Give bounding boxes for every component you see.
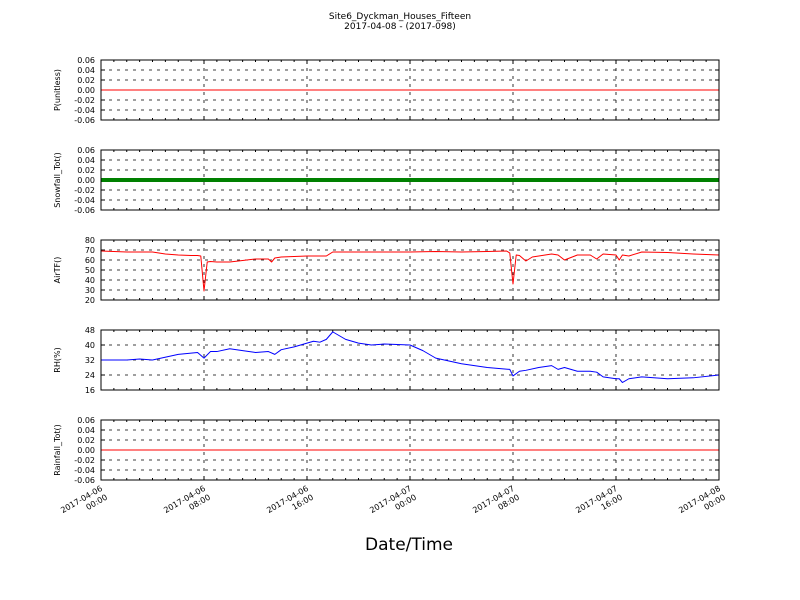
y-tick-label: -0.02 <box>74 186 95 195</box>
y-tick-label: 0.00 <box>77 86 95 95</box>
chart-title: Site6_Dyckman_Houses_Fifteen <box>329 12 471 22</box>
y-tick-label: 24 <box>85 371 95 380</box>
y-tick-label: 0.06 <box>77 416 95 425</box>
y-tick-label: -0.06 <box>74 116 95 125</box>
y-tick-label: 0.04 <box>77 66 95 75</box>
y-tick-label: 0.02 <box>77 436 95 445</box>
y-tick-label: -0.02 <box>74 456 95 465</box>
y-tick-label: 0.02 <box>77 76 95 85</box>
y-tick-label: 0.04 <box>77 156 95 165</box>
chart-subtitle: 2017-04-08 - (2017-098) <box>344 22 456 32</box>
x-tick-labels: 2017-04-0600:00 2017-04-0608:00 2017-04-06… <box>59 484 727 524</box>
y-axis-label: Snowfall_Tot() <box>53 152 62 208</box>
x-tick-label: 2017-04-0708:00 <box>471 484 521 524</box>
y-tick-label: -0.06 <box>74 206 95 215</box>
axes-frame <box>100 329 720 391</box>
y-axis-label: Rainfall_Tot() <box>53 424 62 476</box>
y-tick-label: 50 <box>85 266 95 275</box>
axes-frame <box>100 149 720 211</box>
y-tick-label: 30 <box>85 286 95 295</box>
x-tick-label: 2017-04-0716:00 <box>574 484 624 524</box>
y-tick-label: -0.04 <box>74 196 95 205</box>
y-tick-label: 40 <box>85 341 95 350</box>
y-tick-label: 0.00 <box>77 446 95 455</box>
x-tick-label: 2017-04-0600:00 <box>59 484 109 524</box>
y-tick-label: 16 <box>85 386 95 395</box>
panels: 0.060.040.020.00-0.02-0.04-0.06P(unitles… <box>53 56 720 485</box>
axes-frame <box>100 239 720 301</box>
y-tick-label: -0.02 <box>74 96 95 105</box>
x-axis-label: Date/Time <box>365 535 453 555</box>
panel-4: 48 40 32 24 16 RH(%) <box>53 326 720 395</box>
x-tick-label: 2017-04-0616:00 <box>265 484 315 524</box>
y-axis-label: AirTF() <box>53 257 62 284</box>
y-tick-label: 0.06 <box>77 146 95 155</box>
x-tick-label: 2017-04-0700:00 <box>368 484 418 524</box>
y-tick-label: 32 <box>85 356 95 365</box>
y-tick-label: 80 <box>85 236 95 245</box>
y-tick-label: 40 <box>85 276 95 285</box>
y-tick-label: -0.04 <box>74 466 95 475</box>
axes-frame <box>100 419 720 481</box>
panel-1: 0.060.040.020.00-0.02-0.04-0.06 P(unitles… <box>53 56 720 125</box>
panel-5: 0.060.040.020.00-0.02-0.04-0.06 Rainfall_… <box>53 416 720 485</box>
y-tick-label: 48 <box>85 326 95 335</box>
y-tick-label: 70 <box>85 246 95 255</box>
y-tick-label: 60 <box>85 256 95 265</box>
panel-2: 0.060.040.020.00-0.02-0.04-0.06 Snowfall_… <box>53 146 720 215</box>
y-tick-label: -0.06 <box>74 476 95 485</box>
x-tick-label: 2017-04-0800:00 <box>677 484 727 524</box>
y-tick-label: 0.04 <box>77 426 95 435</box>
y-tick-label: 20 <box>85 296 95 305</box>
y-tick-label: 0.02 <box>77 166 95 175</box>
y-tick-label: 0.00 <box>77 176 95 185</box>
y-axis-label: RH(%) <box>53 347 62 372</box>
y-tick-label: -0.04 <box>74 106 95 115</box>
axes-frame <box>100 59 720 121</box>
series-line <box>100 250 720 292</box>
x-tick-label: 2017-04-0608:00 <box>162 484 212 524</box>
y-tick-label: 0.06 <box>77 56 95 65</box>
y-axis-label: P(unitless) <box>53 69 62 111</box>
series-line <box>101 331 720 383</box>
